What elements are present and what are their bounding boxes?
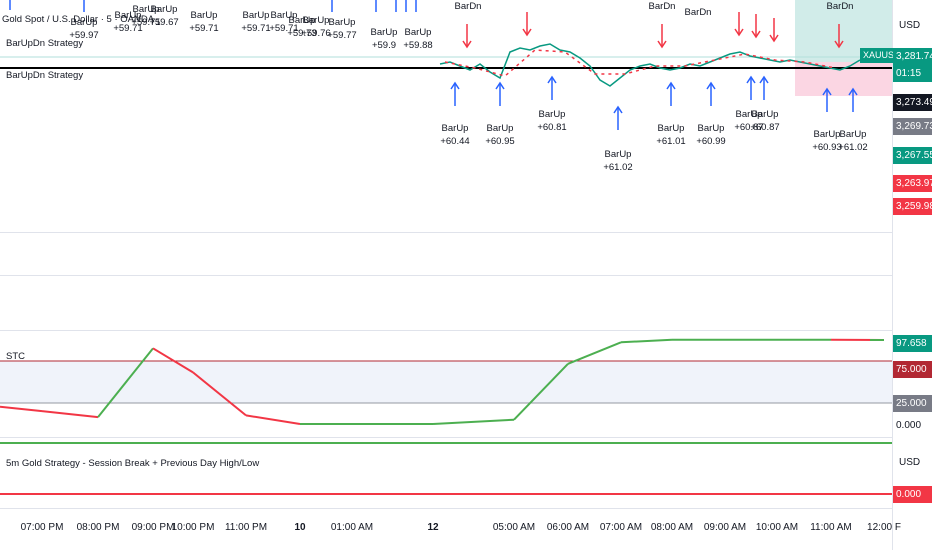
signal-label: BarUp +60.95 [485,123,515,147]
stc-pane[interactable]: STC [0,331,892,437]
price-tag-level: 3,269.737 [893,118,932,135]
stc-line-segment [513,363,569,421]
pane-separator[interactable] [0,232,932,233]
time-axis-label: 10 [294,522,306,533]
strategy-title[interactable]: 5m Gold Strategy - Session Break + Previ… [6,458,260,469]
time-axis-label: 08:00 AM [650,522,694,533]
stc-line-segment [192,371,247,417]
strategy-value-tag: 0.000 [893,486,932,503]
price-chart[interactable] [0,0,892,225]
signal-label: BarUp +61.01 [656,123,686,147]
signal-label: BarUp +59.73 [287,15,317,39]
strategy-currency-label[interactable]: USD [899,457,921,468]
signal-label: BarUp +60.99 [696,123,726,147]
time-axis-label: 11:00 PM [224,522,268,533]
stc-zero-tag: 0.000 [896,420,922,431]
strategy-pane[interactable]: 5m Gold Strategy - Session Break + Previ… [0,438,892,508]
signal-label: BarUp +59.9 [370,27,398,51]
signal-label: BarUp +60.87 [750,109,780,133]
signal-label: BarUp +60.44 [440,123,470,147]
signal-label: BarUp +60.87 [734,109,764,133]
stc-line-segment [567,341,622,365]
time-axis-label: 12:00 F [867,522,901,533]
signal-label: BarUp +60.93 [812,129,842,153]
signal-label: BarUp +59.76 [301,15,331,39]
barup-arrows [9,0,858,130]
stc-band [0,361,892,403]
signal-label: BarDn [454,1,482,12]
strategy-legend-1[interactable]: BarUpDn Strategy [6,38,84,49]
strategy-chart [0,442,892,495]
price-tag-last: 3,281.740 [893,48,932,65]
signal-label: BarUp +59.71 [131,4,161,28]
stc-line-segment [152,347,194,374]
stc-value-tag: 97.658 [893,335,932,352]
stc-line-segment [97,347,154,418]
signal-label: BarDn [826,1,854,12]
bardn-arrows [462,12,844,49]
stc-upper-tag: 75.000 [893,361,932,378]
price-tag-low: 3,263.974 [893,175,932,192]
symbol-title[interactable]: Gold Spot / U.S. Dollar · 5 · OANDA [2,14,155,25]
time-axis-label: 09:00 PM [131,522,175,533]
signal-label: BarDn [684,7,712,18]
signal-label: BarUp +59.71 [113,10,143,34]
signal-label: BarUp +59.71 [189,10,219,34]
price-tag-prev-day: 3,273.493 [893,94,932,111]
signal-label: BarUp +61.02 [838,129,868,153]
currency-label[interactable]: USD [899,20,921,31]
time-axis-label: 07:00 AM [599,522,643,533]
pane-separator[interactable] [0,437,932,438]
signal-label: BarUp +59.71 [241,10,271,34]
time-axis-label: 10:00 PM [171,522,215,533]
signal-label: BarUp +61.02 [603,149,633,173]
price-series-down [444,49,836,77]
stc-line-segment [432,418,515,425]
stc-line-segment [245,414,301,425]
signal-label: BarUp +59.77 [327,17,357,41]
stc-line-segment [0,405,43,413]
time-axis-label: 09:00 AM [703,522,747,533]
stc-line-segment [41,410,99,419]
strategy-legend-2[interactable]: BarUpDn Strategy [6,70,84,81]
time-axis-label: 10:00 AM [755,522,799,533]
symbol-tag: XAUUSD [860,48,904,63]
signal-label: BarUp +59.67 [149,4,179,28]
time-axis-label: 07:00 PM [20,522,64,533]
price-axis[interactable] [892,0,932,550]
price-tag-countdown: 01:15 [893,65,932,82]
stc-lower-tag: 25.000 [893,395,932,412]
time-axis-label: 08:00 PM [76,522,120,533]
pane-separator[interactable] [0,508,932,509]
time-axis-label: 01:00 AM [330,522,374,533]
time-axis-label: 06:00 AM [546,522,590,533]
pane-separator[interactable] [0,275,932,276]
pane-separator[interactable] [0,330,932,331]
signal-label: BarUp +59.71 [269,10,299,34]
time-axis-label: 12 [427,522,439,533]
stc-chart[interactable] [0,331,892,437]
price-tag-stop: 3,259.981 [893,198,932,215]
price-tag-high: 3,267.557 [893,147,932,164]
time-axis-label: 05:00 AM [492,522,536,533]
signal-label: BarDn [648,1,676,12]
stc-title[interactable]: STC [6,351,25,362]
signal-label: BarUp +60.81 [537,109,567,133]
main-price-pane[interactable]: Gold Spot / U.S. Dollar · 5 · OANDA BarU… [0,0,892,225]
stc-line-segment [620,338,673,344]
time-axis-label: 11:00 AM [810,522,852,533]
signal-label: BarUp +59.88 [403,27,433,51]
time-axis[interactable]: 07:00 PM 08:00 PM 09:00 PM 10:00 PM 11:00 PM… [0,509,901,550]
signal-label: BarUp +59.97 [69,17,99,41]
price-series [439,43,861,87]
